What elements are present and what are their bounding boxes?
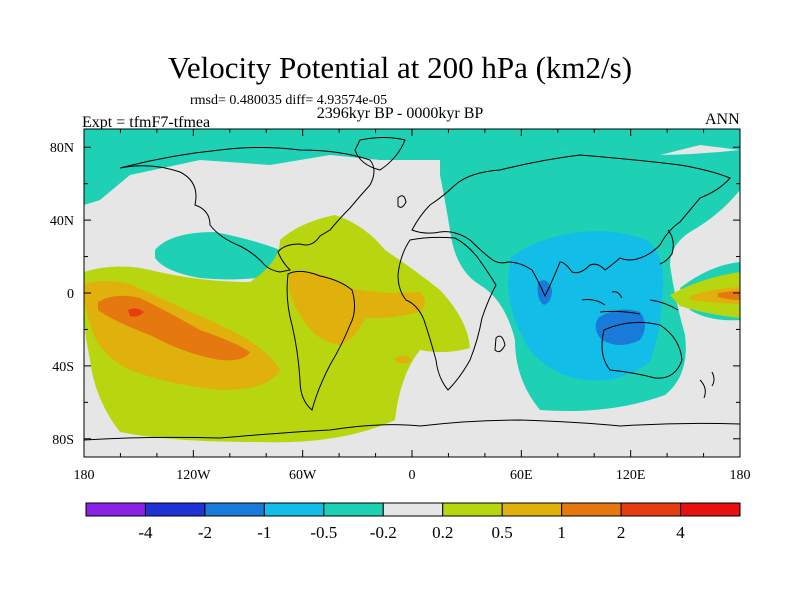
contour-neg-north-pacific bbox=[155, 232, 290, 280]
coast-europe-asia bbox=[411, 154, 731, 298]
coast-indonesia bbox=[581, 291, 679, 315]
x-axis-labels: 180 120W 60W 0 60E 120E 180 bbox=[74, 468, 751, 483]
colorbar-box bbox=[382, 502, 444, 517]
y-tick-label: 40S bbox=[52, 360, 74, 375]
y-tick-label: 80S bbox=[52, 433, 74, 448]
coast-north-america bbox=[119, 147, 375, 273]
colorbar-box bbox=[620, 502, 682, 517]
colorbar-label: -1 bbox=[257, 523, 271, 542]
colorbar-label: 4 bbox=[676, 523, 685, 542]
colorbar-box bbox=[501, 502, 563, 517]
colorbar-box bbox=[323, 502, 384, 517]
x-tick-label: 180 bbox=[730, 468, 751, 483]
experiment-label: Expt = tfmF7-tfmea bbox=[82, 114, 211, 131]
x-tick-label: 60W bbox=[289, 468, 317, 483]
plot-title: Velocity Potential at 200 hPa (km2/s) bbox=[167, 50, 633, 85]
coast-africa bbox=[397, 236, 497, 391]
colorbar-box bbox=[442, 502, 503, 517]
x-tick-label: 120E bbox=[616, 468, 646, 483]
stats-label: rmsd= 0.480035 diff= 4.93574e-05 bbox=[190, 93, 388, 108]
x-tick-label: 0 bbox=[409, 468, 416, 483]
axis-ticks bbox=[83, 129, 741, 457]
x-tick-label: 180 bbox=[74, 468, 95, 483]
contour-neg-core-india bbox=[537, 280, 552, 305]
y-axis-labels: 80N 40N 0 40S 80S bbox=[50, 141, 74, 448]
contour-pos2-south-america bbox=[288, 271, 425, 345]
y-tick-label: 80N bbox=[50, 141, 74, 156]
coast-south-america bbox=[286, 270, 356, 411]
coast-madagascar bbox=[494, 335, 506, 353]
season-label: ANN bbox=[705, 111, 740, 128]
coast-greenland bbox=[354, 137, 406, 171]
coast-australia bbox=[601, 321, 683, 379]
coastlines bbox=[84, 137, 740, 441]
coast-antarctica bbox=[84, 419, 740, 441]
colorbar-label: -4 bbox=[138, 523, 153, 542]
colorbar-box bbox=[144, 502, 206, 517]
colorbar-label: 1 bbox=[557, 523, 566, 542]
x-tick-label: 60E bbox=[510, 468, 533, 483]
colorbar-box bbox=[204, 502, 265, 517]
colorbar-box bbox=[680, 502, 741, 517]
colorbar-label: -0.2 bbox=[370, 523, 397, 542]
coast-new-zealand bbox=[699, 371, 715, 399]
coast-japan bbox=[659, 229, 674, 265]
coast-uk bbox=[397, 195, 407, 208]
contour-pos2-south-atlantic bbox=[395, 355, 412, 364]
contour-pos-atlantic-pacific bbox=[84, 215, 470, 443]
colorbar-label: 0.2 bbox=[432, 523, 453, 542]
contour-pos2-east-pacific-edge bbox=[690, 287, 740, 304]
x-tick-label: 120W bbox=[176, 468, 211, 483]
colorbar-label: 0.5 bbox=[492, 523, 513, 542]
y-tick-label: 40N bbox=[50, 214, 74, 229]
colorbar-box bbox=[85, 502, 146, 517]
colorbar-label: -0.5 bbox=[310, 523, 337, 542]
colorbar-label: -2 bbox=[198, 523, 212, 542]
colorbar-box bbox=[263, 502, 325, 517]
velocity-potential-field bbox=[84, 129, 740, 457]
colorbar-label: 2 bbox=[617, 523, 626, 542]
colorbar-box bbox=[561, 502, 622, 517]
contour-neg-core-indonesia bbox=[595, 309, 645, 345]
y-tick-label: 0 bbox=[67, 287, 74, 302]
period-label: 2396kyr BP - 0000kyr BP bbox=[316, 105, 484, 122]
contour-pos4-pacific-core bbox=[128, 308, 144, 317]
colorbar bbox=[85, 502, 741, 517]
colorbar-labels: -4 -2 -1 -0.5 -0.2 0.2 0.5 1 2 4 bbox=[138, 523, 685, 542]
